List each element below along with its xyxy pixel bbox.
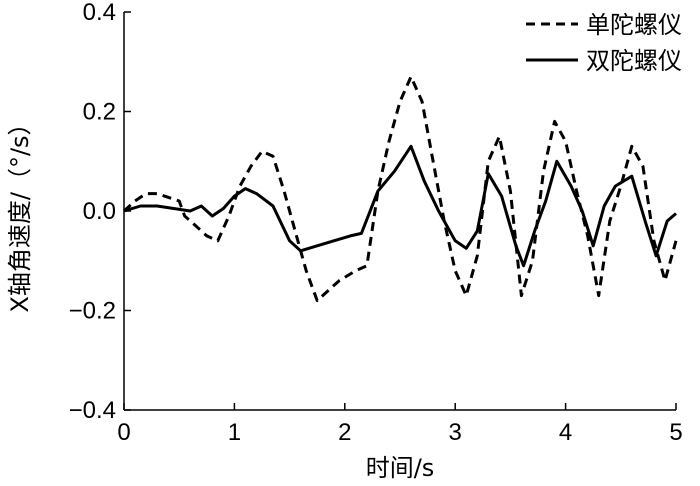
- series-line-2: [123, 144, 677, 268]
- y-tick-label: 0.2: [83, 99, 116, 126]
- y-tick-label: 0.0: [83, 198, 116, 225]
- x-tick-label: 4: [559, 419, 572, 446]
- x-tick-label: 2: [338, 419, 351, 446]
- y-tick-label: −0.2: [69, 298, 116, 325]
- x-tick-label: 3: [449, 419, 462, 446]
- y-tick-label: −0.4: [69, 397, 116, 424]
- x-tick-label: 1: [228, 419, 241, 446]
- legend-label-2: 双陀螺仪: [586, 47, 682, 75]
- y-axis-title: X轴角速度/（°/s）: [6, 111, 34, 312]
- x-tick-label: 0: [117, 419, 130, 446]
- x-axis-title: 时间/s: [366, 454, 435, 482]
- legend-label-1: 单陀螺仪: [586, 11, 682, 39]
- x-tick-label: 5: [669, 419, 682, 446]
- tick-labels: 0 1 2 3 4 5 −0.4 −0.2 0.0 0.2 0.4: [69, 0, 683, 446]
- series-line-1: [122, 75, 678, 303]
- y-tick-label: 0.4: [83, 0, 116, 26]
- series-lines: [122, 75, 678, 303]
